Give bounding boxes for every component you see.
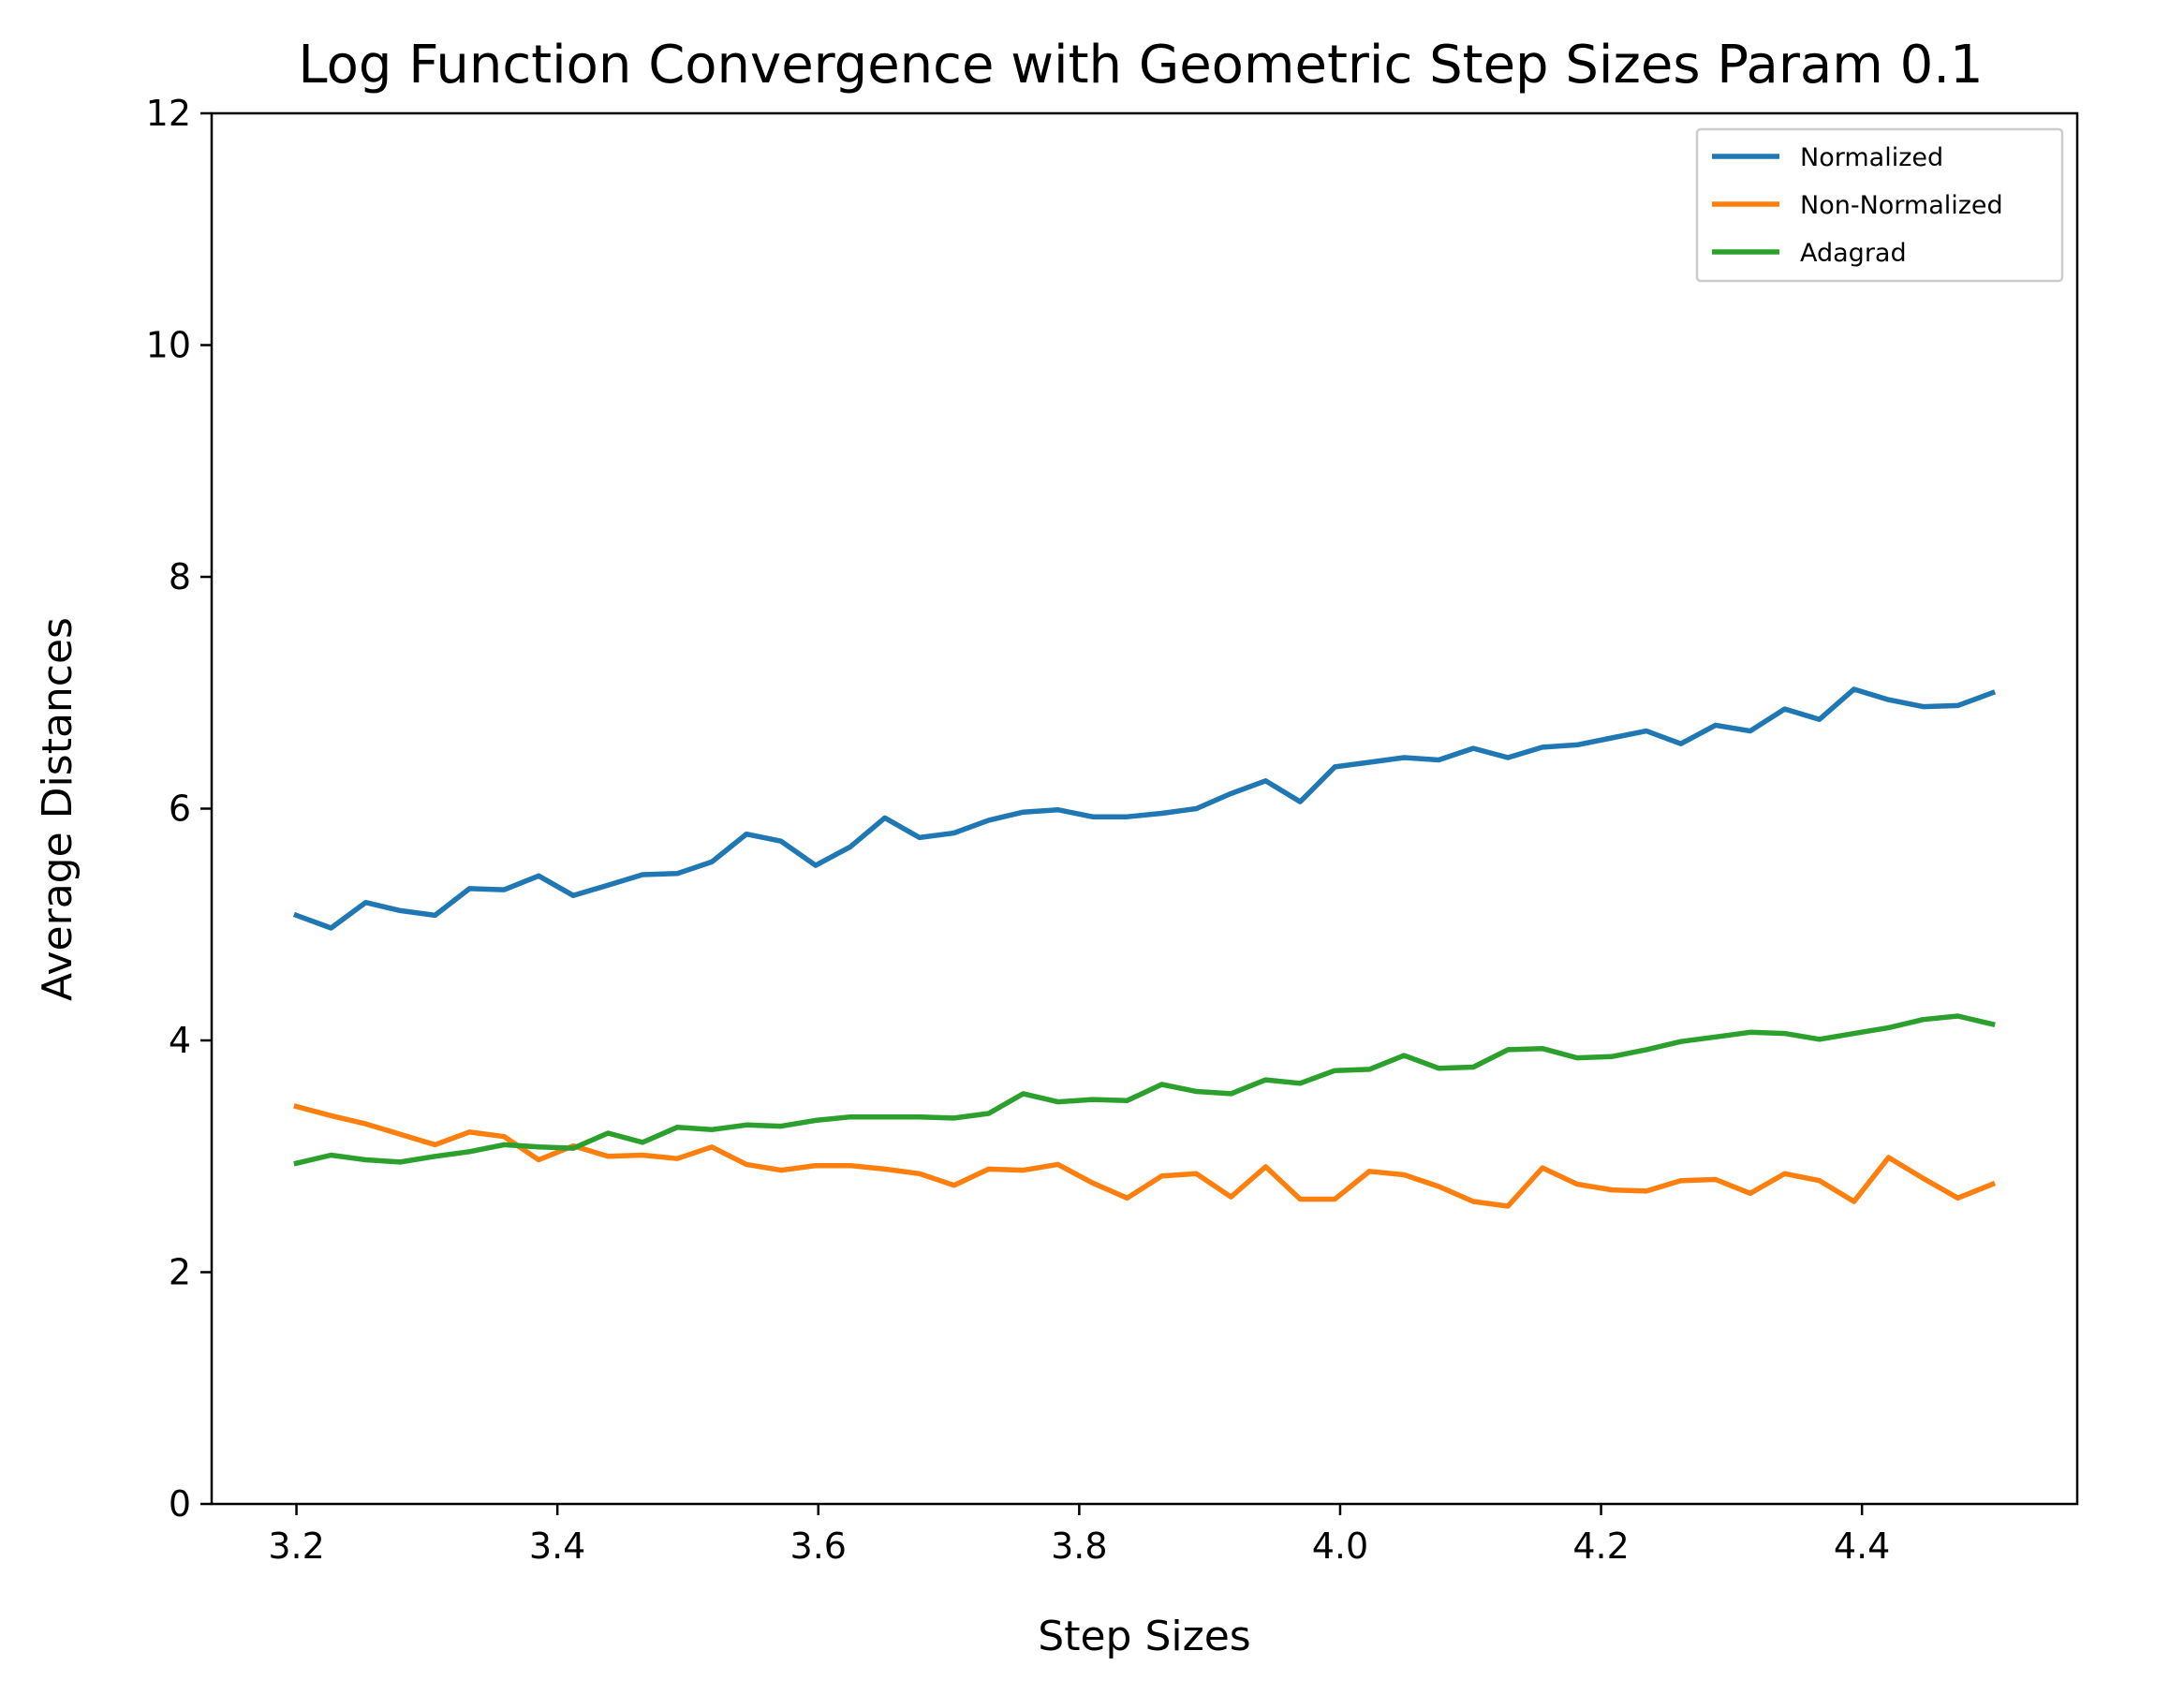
legend-frame bbox=[1695, 127, 2064, 283]
legend: Normalized Non-Normalized Adagrad bbox=[1695, 127, 2064, 283]
series-line-1 bbox=[293, 1103, 1997, 1209]
y-tick-label: 6 bbox=[169, 789, 191, 830]
y-tick-label: 2 bbox=[169, 1252, 191, 1293]
legend-label-2: Adagrad bbox=[1800, 239, 1907, 268]
x-tick-label: 4.0 bbox=[1312, 1526, 1368, 1567]
y-tick-label: 10 bbox=[146, 325, 191, 366]
series-layer bbox=[292, 686, 1997, 1209]
legend-label-0: Normalized bbox=[1800, 143, 1943, 172]
chart-title: Log Function Convergence with Geometric … bbox=[298, 35, 1983, 96]
y-axis: 0 2 4 6 8 10 12 bbox=[146, 93, 212, 1525]
x-tick-label: 3.8 bbox=[1051, 1526, 1107, 1567]
x-tick-label: 3.6 bbox=[790, 1526, 847, 1567]
y-tick-label: 0 bbox=[169, 1483, 191, 1525]
series-line-0 bbox=[292, 686, 1997, 931]
x-tick-label: 4.2 bbox=[1572, 1526, 1629, 1567]
plot-area-frame bbox=[210, 111, 2079, 1506]
y-tick-label: 4 bbox=[169, 1020, 191, 1061]
x-tick-label: 3.2 bbox=[268, 1526, 324, 1567]
x-tick-label: 3.4 bbox=[529, 1526, 585, 1567]
y-axis-label: Average Distances bbox=[34, 617, 81, 1001]
x-tick-label: 4.4 bbox=[1834, 1526, 1890, 1567]
legend-label-1: Non-Normalized bbox=[1800, 191, 2003, 220]
x-axis: 3.2 3.4 3.6 3.8 4.0 4.2 4.4 bbox=[268, 1504, 1890, 1567]
series-line-2 bbox=[293, 1013, 1996, 1167]
y-tick-label: 8 bbox=[169, 556, 191, 597]
x-axis-label: Step Sizes bbox=[1038, 1613, 1250, 1660]
y-tick-label: 12 bbox=[146, 93, 191, 134]
